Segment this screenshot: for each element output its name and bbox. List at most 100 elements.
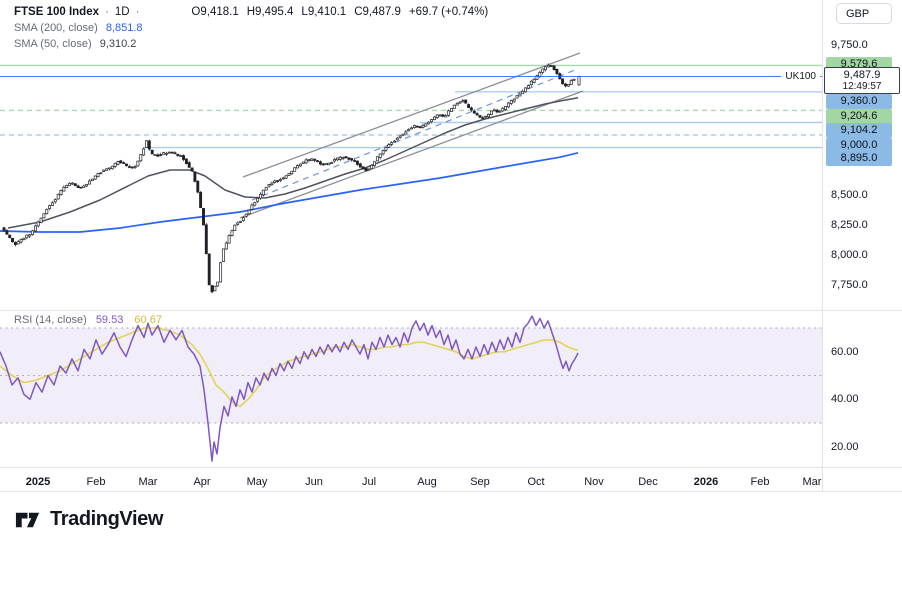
- candle-body: [119, 160, 123, 163]
- time-axis[interactable]: 2025 Feb Mar Apr May Jun Jul Aug Sep Oct Nov Dec 202…: [0, 467, 902, 492]
- candle-body: [122, 162, 126, 164]
- candle-body: [287, 173, 291, 176]
- close-value: C9,487.9: [354, 6, 401, 18]
- currency-button[interactable]: GBP: [836, 3, 892, 24]
- candle-body: [293, 167, 297, 172]
- candle-body: [378, 153, 382, 158]
- candle-body: [276, 180, 280, 182]
- candle-body: [298, 163, 302, 167]
- candle-body: [404, 131, 408, 135]
- candle-body: [367, 168, 371, 171]
- indicator-row-sma50[interactable]: SMA (50, close) 9,310.2: [14, 37, 488, 52]
- candle-body: [139, 154, 143, 162]
- candle-body: [450, 108, 453, 112]
- candle-body: [45, 209, 49, 214]
- candle-body: [515, 95, 519, 99]
- time-label-month: Jun: [305, 476, 323, 488]
- rsi-legend-row[interactable]: RSI (14, close) 59.53 60.67: [14, 314, 162, 326]
- candle-body: [42, 213, 46, 219]
- rsi-tick: 40.00: [831, 393, 859, 406]
- candle-body: [216, 281, 220, 287]
- candle-body: [549, 65, 553, 67]
- time-label-month: May: [246, 476, 268, 488]
- candle-body: [301, 161, 305, 164]
- candle-body: [5, 230, 9, 235]
- candle-body: [267, 184, 271, 187]
- candle-body: [233, 224, 237, 231]
- candle-body: [241, 217, 245, 221]
- price-chart-plot[interactable]: [0, 0, 902, 492]
- candle-body: [270, 182, 274, 186]
- candle-body: [290, 170, 294, 175]
- candle-body: [296, 165, 299, 169]
- candle-body: [230, 230, 234, 236]
- candle-body: [182, 155, 185, 160]
- candle-body: [224, 242, 228, 250]
- channel-upper-line[interactable]: [242, 52, 581, 178]
- price-tick: 7,750.0: [831, 279, 868, 291]
- candle-series: [2, 63, 581, 294]
- interval-label[interactable]: 1D: [114, 6, 130, 18]
- change-value: +69.7 (+0.74%): [408, 6, 489, 18]
- candle-body: [347, 157, 351, 160]
- candle-body: [307, 159, 311, 161]
- candle-body: [102, 169, 106, 172]
- candle-body: [498, 110, 502, 113]
- candle-body: [221, 248, 225, 263]
- candle-body: [412, 125, 416, 128]
- candle-body: [167, 151, 171, 154]
- time-label-month: Sep: [470, 476, 490, 488]
- current-price-label: 9,487.9 12:49:57: [824, 67, 900, 94]
- price-scale[interactable]: GBP UK100 9,487.9 12:49:57 9,750.0 8,500.…: [0, 0, 902, 492]
- time-label-year: 2026: [693, 476, 719, 488]
- dashed-trendline[interactable]: [251, 69, 576, 201]
- candle-body: [250, 204, 254, 210]
- rsi-ma-line: [0, 327, 579, 408]
- time-label-month: Mar: [802, 476, 822, 488]
- bar-countdown: 12:49:57: [842, 81, 882, 92]
- candle-body: [113, 162, 117, 167]
- candle-body: [458, 101, 462, 104]
- candle-body: [310, 158, 314, 161]
- indicator-row-sma200[interactable]: SMA (200, close) 8,851.8: [14, 21, 488, 36]
- tradingview-attribution[interactable]: TradingView: [14, 506, 163, 533]
- time-label-year: 2025: [25, 476, 51, 488]
- candle-body: [507, 102, 510, 108]
- candle-body: [341, 157, 345, 159]
- symbol-row[interactable]: FTSE 100 Index · 1D · O9,418.1 H9,495.4 …: [14, 5, 488, 20]
- candle-body: [51, 202, 54, 206]
- symbol-title: FTSE 100 Index: [14, 6, 100, 18]
- candle-body: [145, 140, 148, 148]
- rsi-tick: 60.00: [831, 345, 859, 358]
- candle-body: [48, 205, 52, 209]
- candle-body: [370, 164, 374, 170]
- sma50-label: SMA (50, close): [14, 38, 92, 50]
- candle-body: [330, 162, 334, 164]
- candle-body: [489, 110, 493, 115]
- candle-body: [521, 90, 525, 95]
- candle-body: [110, 165, 114, 170]
- low-value: L9,410.1: [301, 6, 347, 18]
- sma200-label: SMA (200, close): [14, 22, 98, 34]
- candle-body: [202, 208, 205, 226]
- candle-body: [162, 152, 166, 155]
- candle-body: [464, 99, 468, 104]
- price-tick: 8,250.0: [831, 219, 868, 231]
- symbol-tag: UK100: [781, 70, 820, 84]
- chart-legend: FTSE 100 Index · 1D · O9,418.1 H9,495.4 …: [14, 5, 488, 52]
- candle-body: [438, 114, 442, 117]
- candle-body: [199, 191, 203, 209]
- time-label-month: Nov: [584, 476, 604, 488]
- candle-body: [210, 285, 214, 293]
- candle-body: [116, 161, 120, 165]
- candle-body: [455, 102, 459, 106]
- sma200-value: 8,851.8: [105, 22, 143, 34]
- candle-body: [324, 163, 328, 166]
- channel-lower-line[interactable]: [239, 90, 584, 219]
- time-label-month: Jul: [361, 476, 377, 488]
- candle-body: [59, 190, 63, 196]
- current-price-value: 9,487.9: [843, 69, 881, 81]
- level-label: 9,104.2: [826, 123, 892, 138]
- time-label-month: Dec: [638, 476, 658, 488]
